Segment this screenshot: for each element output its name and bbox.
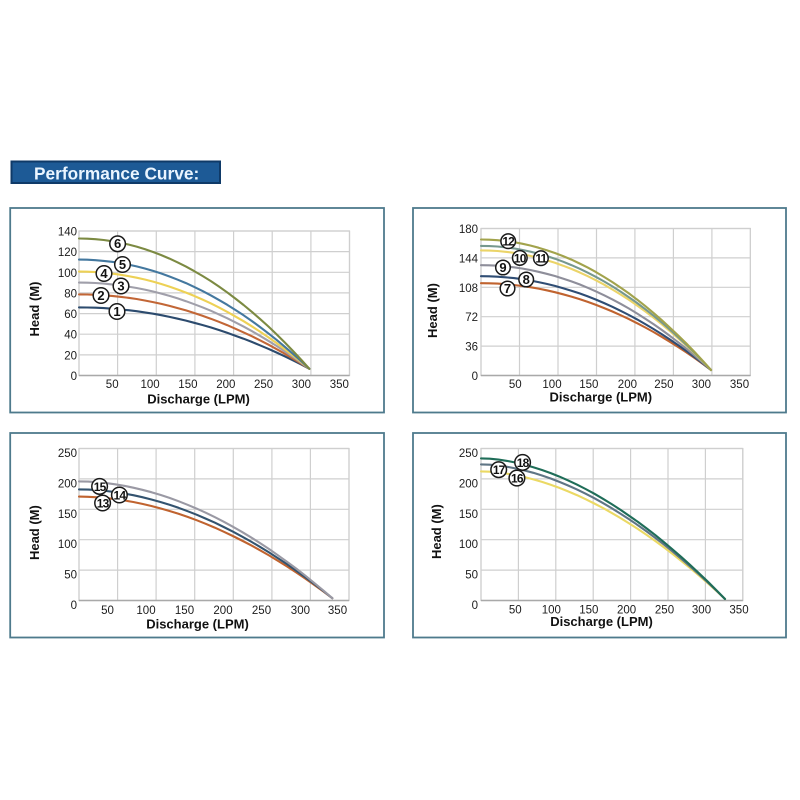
- svg-text:150: 150: [175, 605, 194, 617]
- svg-text:150: 150: [459, 509, 478, 521]
- svg-text:20: 20: [64, 350, 77, 362]
- svg-text:250: 250: [58, 448, 77, 460]
- svg-text:250: 250: [654, 379, 673, 391]
- svg-text:50: 50: [509, 379, 522, 391]
- svg-text:Performance Curve:: Performance Curve:: [34, 164, 199, 184]
- svg-text:10: 10: [514, 251, 527, 265]
- svg-text:250: 250: [252, 605, 271, 617]
- svg-text:17: 17: [493, 463, 506, 477]
- svg-text:350: 350: [330, 379, 349, 391]
- svg-text:5: 5: [119, 257, 126, 272]
- svg-text:100: 100: [141, 379, 160, 391]
- svg-text:50: 50: [465, 570, 478, 582]
- svg-text:350: 350: [730, 379, 749, 391]
- svg-text:200: 200: [617, 605, 636, 617]
- svg-text:250: 250: [459, 448, 478, 460]
- svg-text:200: 200: [58, 478, 77, 490]
- svg-text:300: 300: [692, 379, 711, 391]
- svg-text:350: 350: [328, 605, 347, 617]
- svg-text:Head (M): Head (M): [429, 504, 444, 559]
- svg-text:72: 72: [465, 312, 478, 324]
- svg-text:1: 1: [113, 304, 120, 319]
- svg-text:11: 11: [535, 252, 547, 266]
- svg-text:200: 200: [216, 379, 235, 391]
- svg-text:150: 150: [58, 509, 77, 521]
- svg-text:250: 250: [254, 379, 273, 391]
- svg-text:180: 180: [459, 224, 478, 236]
- svg-text:13: 13: [97, 496, 110, 510]
- svg-text:9: 9: [499, 260, 506, 275]
- svg-text:14: 14: [114, 488, 127, 502]
- svg-text:200: 200: [459, 478, 478, 490]
- svg-text:12: 12: [502, 235, 515, 249]
- svg-text:50: 50: [101, 605, 114, 617]
- svg-text:144: 144: [459, 253, 479, 265]
- svg-text:18: 18: [517, 456, 530, 470]
- svg-text:100: 100: [542, 379, 561, 391]
- svg-text:60: 60: [64, 309, 77, 321]
- svg-text:150: 150: [579, 605, 598, 617]
- svg-text:Discharge (LPM): Discharge (LPM): [147, 391, 250, 406]
- svg-text:50: 50: [509, 605, 522, 617]
- svg-text:250: 250: [655, 605, 674, 617]
- svg-text:0: 0: [71, 600, 77, 612]
- svg-text:0: 0: [472, 600, 478, 612]
- svg-text:6: 6: [114, 236, 121, 251]
- svg-text:150: 150: [178, 379, 197, 391]
- svg-text:80: 80: [64, 288, 77, 300]
- svg-text:2: 2: [97, 288, 104, 303]
- svg-text:16: 16: [511, 472, 524, 486]
- svg-text:200: 200: [213, 605, 232, 617]
- svg-text:Head (M): Head (M): [27, 505, 42, 560]
- svg-text:108: 108: [459, 283, 478, 295]
- svg-text:Head (M): Head (M): [425, 283, 440, 338]
- svg-text:Head (M): Head (M): [27, 282, 42, 337]
- svg-text:15: 15: [94, 480, 107, 494]
- svg-text:36: 36: [465, 342, 478, 354]
- svg-text:3: 3: [117, 278, 124, 293]
- svg-text:100: 100: [542, 605, 561, 617]
- svg-text:100: 100: [58, 268, 77, 280]
- svg-text:100: 100: [459, 539, 478, 551]
- svg-text:300: 300: [692, 605, 711, 617]
- svg-text:100: 100: [58, 539, 77, 551]
- svg-text:0: 0: [472, 371, 478, 383]
- svg-text:40: 40: [64, 330, 77, 342]
- svg-text:Discharge (LPM): Discharge (LPM): [146, 616, 249, 631]
- svg-text:0: 0: [71, 371, 77, 383]
- svg-text:50: 50: [64, 570, 77, 582]
- svg-text:150: 150: [579, 379, 598, 391]
- svg-text:300: 300: [291, 605, 310, 617]
- svg-text:4: 4: [100, 266, 108, 281]
- svg-text:140: 140: [58, 227, 77, 239]
- svg-text:Discharge (LPM): Discharge (LPM): [550, 614, 653, 629]
- svg-text:200: 200: [618, 379, 637, 391]
- svg-text:100: 100: [136, 605, 155, 617]
- svg-text:120: 120: [58, 247, 77, 259]
- svg-text:300: 300: [292, 379, 311, 391]
- svg-text:350: 350: [729, 605, 748, 617]
- svg-text:50: 50: [106, 379, 119, 391]
- svg-text:Discharge (LPM): Discharge (LPM): [550, 389, 653, 404]
- svg-text:7: 7: [504, 281, 511, 296]
- svg-text:8: 8: [523, 272, 530, 287]
